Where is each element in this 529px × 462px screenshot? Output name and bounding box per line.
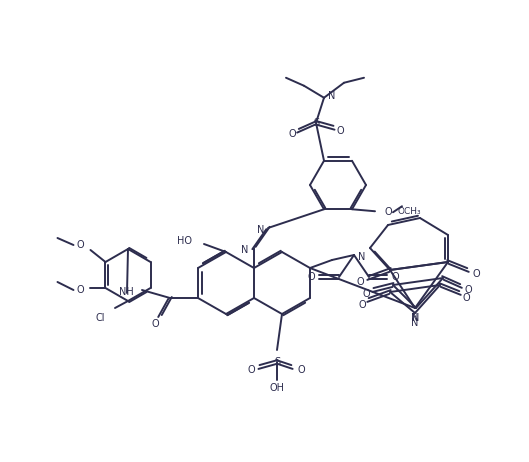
Text: O: O	[336, 126, 344, 136]
Text: O: O	[472, 269, 480, 279]
Text: O: O	[307, 272, 315, 282]
Text: O: O	[356, 277, 364, 287]
Text: O: O	[151, 319, 159, 329]
Text: O: O	[297, 365, 305, 375]
Text: HO: HO	[177, 236, 192, 246]
Text: O: O	[464, 285, 472, 295]
Text: N: N	[257, 225, 264, 235]
Text: O: O	[247, 365, 255, 375]
Text: O: O	[358, 300, 366, 310]
Text: S: S	[274, 357, 280, 367]
Text: N: N	[241, 245, 248, 255]
Text: S: S	[313, 118, 319, 128]
Text: Cl: Cl	[96, 313, 105, 323]
Text: NH: NH	[119, 287, 134, 297]
Text: O: O	[391, 272, 399, 282]
Text: N: N	[412, 313, 419, 323]
Text: N: N	[412, 313, 418, 323]
Text: OH: OH	[269, 383, 285, 393]
Text: O: O	[462, 293, 470, 303]
Text: O: O	[362, 289, 370, 299]
Text: N: N	[358, 252, 366, 262]
Text: O: O	[77, 240, 84, 250]
Text: N: N	[412, 318, 418, 328]
Text: O: O	[77, 285, 84, 295]
Text: O: O	[384, 207, 392, 217]
Text: O: O	[288, 129, 296, 139]
Text: N: N	[328, 91, 335, 101]
Text: OCH₃: OCH₃	[398, 207, 422, 216]
